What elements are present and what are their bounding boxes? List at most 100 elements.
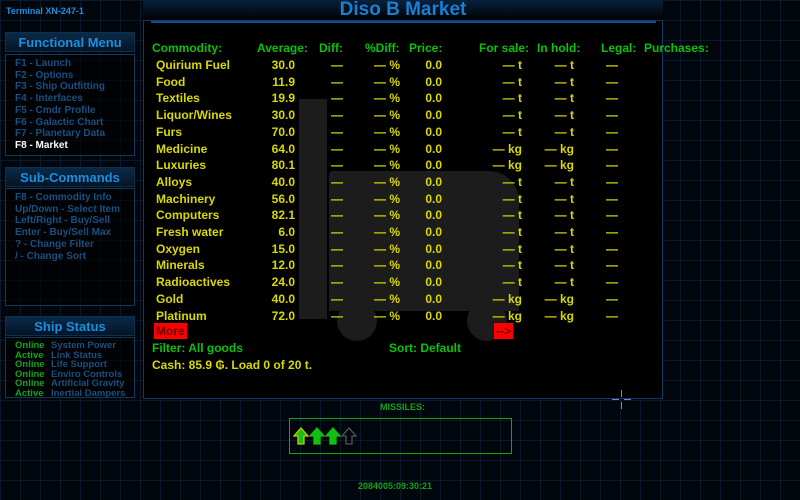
status-row: Active Inertial Dampers (15, 389, 134, 399)
for-sale: — t (502, 191, 522, 206)
missile-icon (293, 427, 309, 445)
column-header: %Diff: (365, 41, 400, 55)
percent-diff: — % (373, 275, 400, 290)
status-label: System Power (51, 340, 116, 351)
truck-wheel (337, 301, 377, 341)
status-row: Active Link Status (15, 349, 134, 361)
ship-status-title: Ship Status (5, 316, 135, 336)
sort-label[interactable]: Sort: Default (389, 341, 461, 355)
table-row[interactable]: Platinum 72.0 — — % 0.0 — kg — kg — (144, 309, 664, 325)
menu-item[interactable]: F6 - Galactic Chart (15, 116, 104, 128)
diff: — (331, 108, 343, 123)
for-sale: — kg (492, 141, 522, 156)
filter-label[interactable]: Filter: All goods (152, 341, 243, 355)
price: 0.0 (425, 275, 442, 290)
table-row[interactable]: Radioactives 24.0 — — % 0.0 — t — t — (144, 275, 664, 291)
in-hold: — t (554, 108, 574, 123)
table-row[interactable]: Computers 82.1 — — % 0.0 — t — t — (144, 208, 664, 224)
percent-diff: — % (373, 108, 400, 123)
in-hold: — t (554, 74, 574, 89)
average-price: 19.9 (271, 91, 295, 106)
price: 0.0 (425, 208, 442, 223)
legal: — (606, 108, 618, 123)
commodity-name: Radioactives (156, 275, 231, 290)
menu-item[interactable]: F8 - Market (15, 139, 68, 151)
legal: — (606, 58, 618, 72)
table-row[interactable]: Alloys 40.0 — — % 0.0 — t — t — (144, 175, 664, 191)
next-page-button[interactable]: --> (494, 323, 513, 339)
for-sale: — t (502, 225, 522, 239)
table-row[interactable]: Luxuries 80.1 — — % 0.0 — kg — kg — (144, 158, 664, 174)
table-row[interactable]: Liquor/Wines 30.0 — — % 0.0 — t — t — (144, 108, 664, 124)
table-row[interactable]: Textiles 19.9 — — % 0.0 — t — t — (144, 91, 664, 107)
menu-item[interactable]: F5 - Cmdr Profile (15, 104, 96, 116)
in-hold: — t (554, 241, 574, 256)
status-state: Online (15, 378, 45, 390)
in-hold: — kg (544, 308, 574, 323)
status-label: Life Support (51, 359, 107, 371)
menu-item[interactable]: F3 - Ship Outfitting (15, 81, 105, 93)
table-row[interactable]: Medicine 64.0 — — % 0.0 — kg — kg — (144, 142, 664, 158)
in-hold: — t (554, 174, 574, 189)
average-price: 72.0 (271, 308, 295, 323)
legal: — (606, 191, 618, 206)
average-price: 80.1 (271, 158, 295, 173)
column-header: Diff: (319, 41, 343, 55)
game-clock: 2084005:09:30:21 (358, 481, 433, 491)
diff: — (331, 174, 343, 189)
table-row[interactable]: Machinery 56.0 — — % 0.0 — t — t — (144, 192, 664, 208)
table-row[interactable]: Fresh water 6.0 — — % 0.0 — t — t — (144, 225, 664, 241)
status-label: Link Status (51, 349, 103, 361)
commodity-name: Luxuries (156, 158, 207, 173)
for-sale: — t (502, 74, 522, 89)
legal: — (606, 208, 618, 223)
column-header: Purchases: (644, 41, 709, 55)
price: 0.0 (425, 141, 442, 156)
percent-diff: — % (373, 241, 400, 256)
table-row[interactable]: Food 11.9 — — % 0.0 — t — t — (144, 75, 664, 91)
average-price: 70.0 (271, 124, 295, 139)
column-header: For sale: (479, 41, 530, 55)
diff: — (331, 275, 343, 290)
commodity-name: Fresh water (156, 225, 224, 239)
sub-commands-title: Sub-Commands (5, 167, 135, 187)
in-hold: — t (554, 208, 574, 223)
table-row[interactable]: Oxygen 15.0 — — % 0.0 — t — t — (144, 242, 664, 258)
status-row: Online System Power (15, 341, 134, 351)
table-row[interactable]: Furs 70.0 — — % 0.0 — t — t — (144, 125, 664, 141)
average-price: 40.0 (271, 291, 295, 306)
menu-item[interactable]: F2 - Options (15, 69, 74, 81)
diff: — (331, 225, 343, 239)
diff: — (331, 291, 343, 306)
price: 0.0 (425, 225, 442, 239)
legal: — (606, 308, 618, 323)
commodity-name: Textiles (156, 91, 200, 106)
truck-watermark-body (329, 171, 519, 311)
table-row[interactable]: Quirium Fuel 30.0 — — % 0.0 — t — t — (144, 58, 664, 74)
column-header: Average: (257, 41, 308, 55)
table-row[interactable]: Gold 40.0 — — % 0.0 — kg — kg — (144, 292, 664, 308)
diff: — (331, 241, 343, 256)
diff: — (331, 158, 343, 173)
table-row[interactable]: Minerals 12.0 — — % 0.0 — t — t — (144, 258, 664, 274)
more-button[interactable]: More (154, 323, 187, 339)
in-hold: — kg (544, 291, 574, 306)
missile-icon (341, 427, 357, 445)
for-sale: — t (502, 58, 522, 72)
column-header: Price: (409, 41, 443, 55)
diff: — (331, 91, 343, 106)
in-hold: — t (554, 258, 574, 273)
percent-diff: — % (373, 141, 400, 156)
for-sale: — t (502, 208, 522, 223)
diff: — (331, 124, 343, 139)
menu-item[interactable]: F4 - Interfaces (15, 93, 83, 105)
percent-diff: — % (373, 225, 400, 239)
truck-watermark (299, 99, 327, 319)
for-sale: — t (502, 108, 522, 123)
price: 0.0 (425, 174, 442, 189)
diff: — (331, 74, 343, 89)
menu-item[interactable]: F1 - Launch (15, 58, 72, 69)
menu-item[interactable]: F7 - Planetary Data (15, 128, 106, 140)
percent-diff: — % (373, 291, 400, 306)
commodity-name: Medicine (156, 141, 208, 156)
